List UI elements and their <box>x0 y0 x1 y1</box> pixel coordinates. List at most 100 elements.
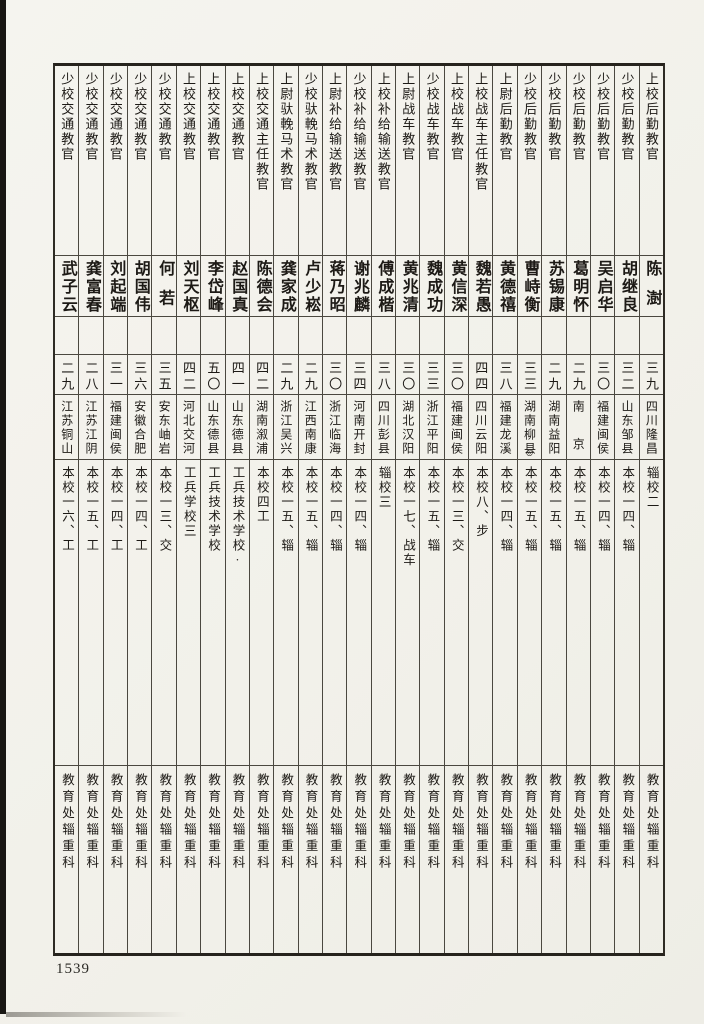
origin-cell: 福建闽侯 <box>103 395 128 460</box>
officer-origin: 湖北汉阳 <box>400 400 415 456</box>
officer-origin: 江苏江阴 <box>84 400 99 456</box>
age-cell: 二八 <box>79 355 103 395</box>
officer-name: 谢兆麟 <box>351 260 368 314</box>
title-cell: 少校后勤教官 <box>542 66 566 256</box>
officer-column: 上校战车教官 黄信深 三〇 福建闽侯 本校一三、交 教育处辎重科 <box>444 66 470 953</box>
officer-origin: 四川彭县 <box>376 400 391 456</box>
education-cell: 本校一四、辎 <box>347 460 371 766</box>
title-cell: 少校后勤教官 <box>566 66 590 256</box>
officer-origin: 江西南康 <box>303 400 318 456</box>
scan-edge <box>0 0 6 1014</box>
officer-education: 本校一五、辎 <box>571 466 586 553</box>
title-cell: 少校交通教官 <box>79 66 103 256</box>
officer-age: 二八 <box>83 361 99 393</box>
age-cell: 三四 <box>347 355 371 395</box>
title-cell: 上校补给输送教官 <box>371 66 396 256</box>
blank-cell <box>298 317 322 355</box>
officer-department: 教育处辎重科 <box>644 773 659 872</box>
officer-title: 少校后勤教官 <box>619 72 635 162</box>
officer-name: 胡继良 <box>618 260 636 314</box>
blank-cell <box>274 317 298 355</box>
officer-age: 二九 <box>570 361 586 393</box>
name-cell: 黄兆清 <box>396 256 420 317</box>
officer-name: 苏锡康 <box>545 260 563 314</box>
department-cell: 教育处辎重科 <box>177 766 200 953</box>
officer-title: 少校后勤教官 <box>522 72 538 162</box>
officer-age: 三九 <box>643 361 659 393</box>
officer-age: 三〇 <box>595 361 611 393</box>
officer-column: 少校交通教官 龚富春 二八 江苏江阴 本校一五、工 教育处辎重科 <box>79 66 104 953</box>
officer-name: 陈澍 <box>643 260 661 317</box>
officer-department: 教育处辎重科 <box>157 773 172 872</box>
officer-name: 胡国伟 <box>131 260 149 314</box>
officer-origin: 山东德县 <box>230 400 245 456</box>
name-cell: 葛明怀 <box>566 256 590 317</box>
officer-department: 教育处辎重科 <box>279 773 294 872</box>
officer-age: 四四 <box>473 361 489 393</box>
origin-cell: 湖南柳县 ◎ <box>517 395 542 460</box>
age-cell: 三〇 <box>444 355 469 395</box>
education-cell: 本校一三、交 <box>444 460 469 766</box>
officer-department: 教育处辎重科 <box>108 773 123 872</box>
origin-cell: 山东德县 <box>225 395 249 460</box>
officer-education: 本校一四、辎 <box>595 466 610 553</box>
officer-department: 教育处辎重科 <box>522 773 537 872</box>
name-cell: 刘天枢 <box>176 256 201 317</box>
origin-cell: 浙江临海 <box>322 395 347 460</box>
officer-education: 本校一五、辎 <box>279 466 294 553</box>
officer-education: 本校一五、辎 <box>303 466 318 553</box>
education-cell: 本校一四、辎 <box>590 460 615 766</box>
age-cell: 二九 <box>274 355 298 395</box>
origin-cell: 四川隆昌 <box>639 395 663 460</box>
officer-title: 上校交通教官 <box>205 72 221 162</box>
officer-origin: 山东德县 <box>205 400 220 456</box>
origin-cell: 湖北汉阳 <box>396 395 420 460</box>
age-cell: 三九 <box>639 355 663 395</box>
title-cell: 上尉补给输送教官 <box>322 66 347 256</box>
origin-cell: 福建闽侯 <box>590 395 615 460</box>
origin-cell: 南京 <box>566 395 590 460</box>
origin-cell: 江苏铜山 <box>55 395 79 460</box>
officer-origin: 安东岫岩 <box>157 400 172 456</box>
officer-department: 教育处辎重科 <box>230 773 245 872</box>
origin-cell: 四川彭县 <box>371 395 396 460</box>
name-cell: 谢兆麟 <box>347 256 371 317</box>
education-cell: 本校一四、辎 <box>493 460 517 766</box>
origin-cell: 浙江吴兴 <box>274 395 298 460</box>
department-cell: 教育处辎重科 <box>396 766 419 953</box>
officer-origin: 南京 <box>571 400 586 460</box>
title-cell: 少校交通教官 <box>128 66 152 256</box>
blank-cell <box>176 317 201 355</box>
title-cell: 少校补给输送教官 <box>347 66 371 256</box>
age-cell: 三八 <box>371 355 396 395</box>
education-cell: 工兵学校三 <box>176 460 201 766</box>
officer-title: 上尉后勤教官 <box>497 72 513 162</box>
officer-department: 教育处辎重科 <box>133 773 148 872</box>
officer-name: 黄德禧 <box>497 260 515 314</box>
title-cell: 上校战车主任教官 <box>469 66 493 256</box>
title-cell: 上尉后勤教官 <box>493 66 517 256</box>
officer-name: 卢少崧 <box>302 260 320 314</box>
officer-age: 四二 <box>180 361 196 393</box>
department-cell: 教育处辎重科 <box>299 766 322 953</box>
name-cell: 魏若愚 <box>469 256 493 317</box>
officer-column: 上校战车主任教官 魏若愚 四四 四川云阳 本校八、步 教育处辎重科 <box>469 66 494 953</box>
officer-department: 教育处辎重科 <box>352 773 367 872</box>
officer-column: 上校交通教官 赵国真 四一 山东德县 工兵技术学校· 教育处辎重科 <box>225 66 250 953</box>
officer-title: 少校交通教官 <box>132 72 148 162</box>
officer-age: 三〇 <box>400 361 416 393</box>
officer-column: 少校补给输送教官 谢兆麟 三四 河南开封 本校一四、辎 教育处辎重科 <box>347 66 372 953</box>
education-cell: 本校一五、辎 <box>420 460 444 766</box>
education-cell: 本校一四、工 <box>128 460 152 766</box>
officer-education: 本校四工 <box>254 466 269 524</box>
name-cell: 何若 <box>152 256 176 317</box>
officer-education: 本校一三、交 <box>449 466 464 553</box>
officer-department: 教育处辎重科 <box>547 773 562 872</box>
officer-title: 少校交通教官 <box>107 72 123 162</box>
officer-age: 四二 <box>254 361 270 393</box>
officer-origin: 湖南益阳 <box>546 400 561 456</box>
department-cell: 教育处辎重科 <box>323 766 346 953</box>
officer-age: 二九 <box>59 361 75 393</box>
officer-age: 三〇 <box>327 361 343 393</box>
